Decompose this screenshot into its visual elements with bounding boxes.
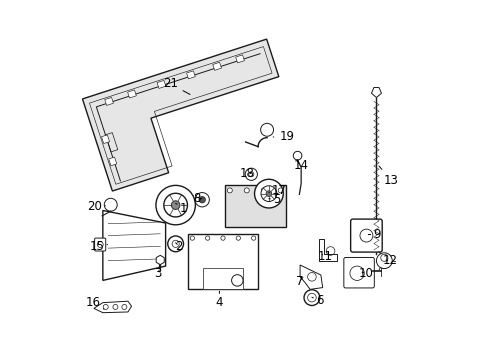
Polygon shape — [186, 71, 195, 79]
Polygon shape — [82, 39, 278, 191]
Circle shape — [260, 123, 273, 136]
Circle shape — [167, 236, 183, 252]
Text: 15: 15 — [89, 240, 107, 253]
Text: 4: 4 — [215, 291, 223, 309]
Circle shape — [380, 254, 387, 261]
Polygon shape — [235, 55, 244, 63]
Circle shape — [171, 201, 180, 210]
Text: 10: 10 — [358, 267, 373, 280]
Text: 3: 3 — [154, 267, 161, 280]
Bar — [187, 234, 258, 289]
Text: 11: 11 — [317, 249, 332, 262]
Circle shape — [122, 305, 126, 310]
Circle shape — [251, 236, 255, 240]
Text: 5: 5 — [268, 193, 280, 206]
Text: 21: 21 — [163, 77, 190, 94]
Circle shape — [244, 168, 257, 180]
Polygon shape — [156, 255, 164, 265]
Text: 7: 7 — [295, 275, 303, 288]
Circle shape — [163, 193, 187, 217]
Text: 1: 1 — [175, 202, 187, 215]
Circle shape — [156, 185, 195, 225]
Circle shape — [205, 236, 209, 240]
Polygon shape — [127, 90, 136, 98]
Polygon shape — [102, 135, 109, 144]
Polygon shape — [157, 80, 165, 89]
Polygon shape — [212, 62, 221, 70]
Circle shape — [248, 172, 253, 177]
Polygon shape — [94, 301, 131, 313]
Circle shape — [261, 188, 265, 193]
Polygon shape — [104, 98, 113, 105]
Text: 20: 20 — [87, 201, 105, 213]
Circle shape — [97, 242, 103, 247]
Circle shape — [261, 186, 276, 202]
Text: 12: 12 — [382, 254, 397, 267]
Circle shape — [221, 236, 224, 240]
Circle shape — [113, 305, 118, 310]
Polygon shape — [300, 265, 322, 289]
Circle shape — [199, 197, 205, 203]
Text: 8: 8 — [193, 192, 202, 205]
Circle shape — [190, 236, 194, 240]
Bar — [203, 268, 242, 289]
Circle shape — [172, 240, 179, 247]
Text: 17: 17 — [268, 184, 286, 197]
Text: 2: 2 — [175, 240, 183, 253]
Polygon shape — [371, 87, 381, 98]
Circle shape — [278, 188, 283, 193]
Circle shape — [254, 179, 283, 208]
Polygon shape — [319, 239, 336, 261]
Circle shape — [244, 188, 249, 193]
Circle shape — [236, 236, 240, 240]
Circle shape — [376, 253, 391, 269]
Text: 9: 9 — [367, 228, 380, 241]
Text: 13: 13 — [378, 166, 398, 187]
Circle shape — [227, 188, 232, 193]
Circle shape — [103, 305, 108, 310]
FancyBboxPatch shape — [343, 257, 373, 288]
FancyBboxPatch shape — [350, 219, 382, 252]
Bar — [224, 185, 285, 226]
Polygon shape — [108, 157, 117, 166]
FancyBboxPatch shape — [94, 238, 105, 251]
Text: 18: 18 — [240, 167, 254, 180]
Circle shape — [231, 275, 243, 286]
Text: 16: 16 — [85, 296, 104, 309]
Circle shape — [195, 193, 209, 207]
Text: 14: 14 — [293, 159, 307, 172]
Polygon shape — [102, 211, 165, 280]
Text: 6: 6 — [311, 294, 323, 307]
Text: 19: 19 — [273, 130, 294, 143]
Circle shape — [265, 191, 271, 197]
